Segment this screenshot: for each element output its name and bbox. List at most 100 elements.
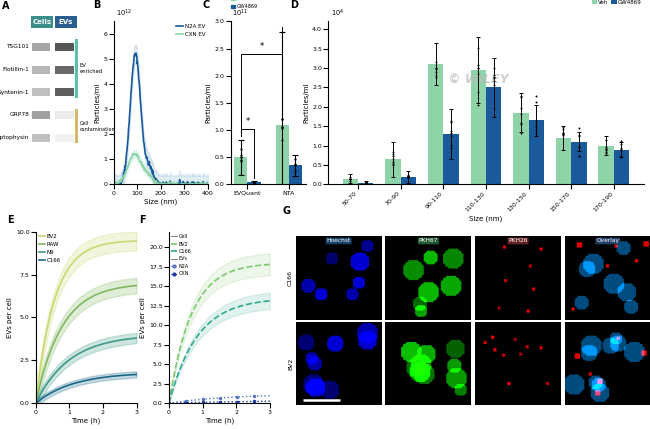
N2A EV [190, 182, 198, 187]
Text: Flotillin-1: Flotillin-1 [3, 67, 29, 72]
Bar [599, 146, 614, 184]
Point [616, 138, 627, 145]
Point [387, 159, 398, 166]
Point [515, 120, 526, 127]
Point [574, 144, 584, 151]
Point [291, 161, 301, 168]
Point [291, 168, 301, 175]
Point [616, 141, 627, 148]
N2A EV [111, 181, 118, 186]
Bar [75, 109, 78, 143]
Point [277, 124, 287, 131]
Point [249, 178, 259, 185]
Point [488, 73, 499, 80]
Text: Synaptophysin: Synaptophysin [0, 135, 29, 140]
Point [430, 69, 441, 76]
Line: CXN EV: CXN EV [114, 154, 208, 184]
Point [558, 131, 569, 138]
Bar [428, 64, 443, 184]
Point [403, 174, 413, 181]
Point [387, 149, 398, 156]
Point [345, 175, 356, 182]
Legend: Cell, BV2, C166, EVs, N2A, CXN: Cell, BV2, C166, EVs, N2A, CXN [170, 232, 194, 278]
CXN EV [204, 181, 212, 187]
Bar [55, 16, 77, 28]
Text: TSG101: TSG101 [6, 44, 29, 49]
Point [235, 145, 246, 152]
Point [473, 65, 484, 72]
N2A EV [168, 181, 176, 186]
Point [235, 154, 246, 160]
Point [601, 148, 612, 155]
Point [601, 143, 612, 150]
Point [601, 147, 612, 154]
Y-axis label: EVs per cell: EVs per cell [140, 297, 146, 338]
Point [360, 179, 370, 186]
Point [446, 130, 456, 137]
Point [345, 173, 356, 180]
Bar [343, 178, 358, 184]
Point [403, 171, 413, 178]
Point [249, 180, 259, 187]
Text: © WILEY: © WILEY [448, 73, 509, 86]
Point [558, 123, 569, 130]
Point [616, 145, 627, 151]
CXN EV [110, 182, 118, 187]
Point [403, 174, 413, 181]
Point [616, 146, 627, 153]
Point [249, 178, 259, 185]
Point [291, 156, 301, 163]
N2A EV [196, 182, 203, 187]
Point [277, 124, 287, 131]
Bar [486, 88, 501, 184]
N2A EV [110, 182, 118, 187]
Text: *: * [259, 42, 264, 51]
Text: G: G [283, 206, 291, 217]
Bar [31, 66, 50, 74]
Point [277, 137, 287, 144]
Point [488, 65, 499, 72]
Point [601, 145, 612, 152]
Bar [358, 182, 373, 184]
Bar [400, 177, 416, 184]
Point [360, 179, 370, 186]
Text: PKH26: PKH26 [508, 239, 528, 244]
Point [446, 118, 456, 125]
Point [473, 70, 484, 77]
Point [403, 172, 413, 179]
Point [403, 173, 413, 180]
Text: EV
enriched: EV enriched [79, 63, 103, 74]
Point [387, 151, 398, 158]
Point [616, 148, 627, 154]
CXN EV [196, 181, 203, 187]
Y-axis label: Particles/ml: Particles/ml [206, 83, 212, 123]
Point [616, 154, 627, 161]
Point [515, 120, 526, 127]
Bar [55, 111, 73, 119]
Text: EVs: EVs [58, 19, 73, 25]
Bar [55, 43, 73, 51]
Text: *: * [245, 117, 250, 126]
Point [531, 127, 541, 133]
Point [277, 116, 287, 123]
Point [345, 176, 356, 183]
Line: N2A EV: N2A EV [114, 53, 208, 184]
Point [387, 156, 398, 163]
Point [235, 154, 246, 161]
Text: Cells: Cells [32, 19, 51, 25]
Point [488, 105, 499, 112]
CXN EV [166, 181, 174, 186]
Point [473, 64, 484, 71]
Point [531, 122, 541, 129]
X-axis label: Size (nm): Size (nm) [469, 215, 502, 222]
X-axis label: Time (h): Time (h) [205, 417, 234, 424]
Text: E: E [8, 215, 14, 225]
Point [360, 179, 370, 186]
Point [235, 152, 246, 159]
Text: Overlay: Overlay [596, 239, 619, 244]
Point [430, 65, 441, 72]
CXN EV [166, 180, 174, 185]
Y-axis label: Particles/ml: Particles/ml [304, 83, 309, 123]
Text: Syntenin-1: Syntenin-1 [0, 90, 29, 95]
Bar [234, 157, 248, 184]
